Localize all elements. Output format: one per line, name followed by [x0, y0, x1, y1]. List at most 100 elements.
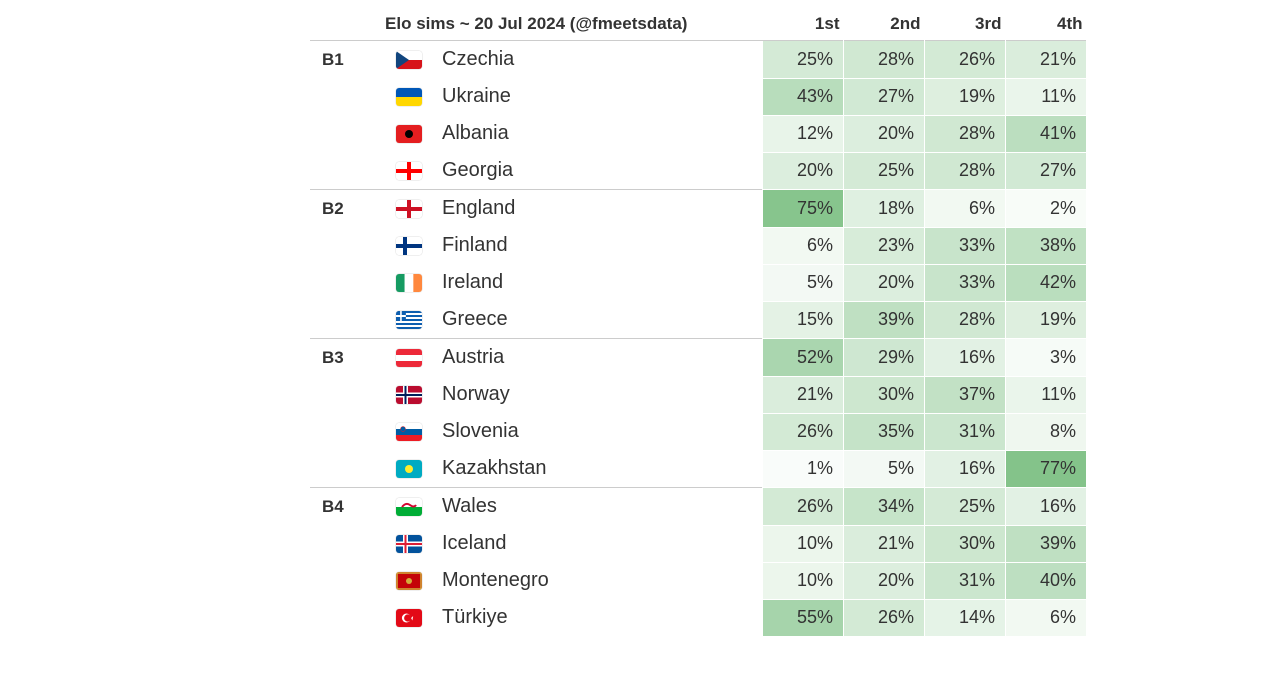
- country-name: Slovenia: [434, 413, 763, 450]
- pct-cell: 25%: [925, 488, 1006, 526]
- country-name: England: [434, 190, 763, 228]
- flag-cell: [384, 115, 434, 152]
- pct-cell: 40%: [1006, 562, 1087, 599]
- country-name: Austria: [434, 339, 763, 377]
- pct-cell: 77%: [1006, 450, 1087, 488]
- group-label: [310, 413, 384, 450]
- pct-cell: 26%: [763, 413, 844, 450]
- pct-cell: 5%: [844, 450, 925, 488]
- pct-cell: 16%: [1006, 488, 1087, 526]
- table-row: B2 England75%18%6%2%: [310, 190, 1087, 228]
- flag-icon: [396, 162, 422, 180]
- table-row: Greece15%39%28%19%: [310, 301, 1087, 339]
- group-label: [310, 115, 384, 152]
- col-header-1st: 1st: [763, 8, 844, 41]
- pct-cell: 30%: [844, 376, 925, 413]
- pct-cell: 33%: [925, 227, 1006, 264]
- table-row: Albania12%20%28%41%: [310, 115, 1087, 152]
- table-row: Slovenia26%35%31%8%: [310, 413, 1087, 450]
- group-label: [310, 264, 384, 301]
- pct-cell: 20%: [844, 562, 925, 599]
- pct-cell: 19%: [925, 78, 1006, 115]
- pct-cell: 3%: [1006, 339, 1087, 377]
- pct-cell: 25%: [763, 41, 844, 79]
- pct-cell: 55%: [763, 599, 844, 636]
- table-row: Montenegro10%20%31%40%: [310, 562, 1087, 599]
- pct-cell: 21%: [1006, 41, 1087, 79]
- col-header-3rd: 3rd: [925, 8, 1006, 41]
- group-label: [310, 450, 384, 488]
- table-row: B4Wales26%34%25%16%: [310, 488, 1087, 526]
- country-name: Norway: [434, 376, 763, 413]
- flag-icon: [396, 609, 422, 627]
- group-label: [310, 78, 384, 115]
- pct-cell: 23%: [844, 227, 925, 264]
- country-name: Iceland: [434, 525, 763, 562]
- country-name: Greece: [434, 301, 763, 339]
- group-label: [310, 599, 384, 636]
- pct-cell: 27%: [1006, 152, 1087, 190]
- col-header-2nd: 2nd: [844, 8, 925, 41]
- pct-cell: 28%: [844, 41, 925, 79]
- pct-cell: 6%: [925, 190, 1006, 228]
- pct-cell: 35%: [844, 413, 925, 450]
- pct-cell: 1%: [763, 450, 844, 488]
- pct-cell: 39%: [844, 301, 925, 339]
- group-label: [310, 152, 384, 190]
- pct-cell: 31%: [925, 413, 1006, 450]
- flag-cell: [384, 339, 434, 377]
- flag-cell: [384, 599, 434, 636]
- header-row: Elo sims ~ 20 Jul 2024 (@fmeetsdata) 1st…: [310, 8, 1087, 41]
- country-name: Montenegro: [434, 562, 763, 599]
- pct-cell: 42%: [1006, 264, 1087, 301]
- flag-icon: [396, 51, 422, 69]
- pct-cell: 21%: [763, 376, 844, 413]
- pct-cell: 20%: [844, 115, 925, 152]
- pct-cell: 26%: [844, 599, 925, 636]
- pct-cell: 43%: [763, 78, 844, 115]
- country-name: Georgia: [434, 152, 763, 190]
- table-row: B1Czechia25%28%26%21%: [310, 41, 1087, 79]
- pct-cell: 2%: [1006, 190, 1087, 228]
- flag-icon: [396, 237, 422, 255]
- pct-cell: 20%: [763, 152, 844, 190]
- country-name: Wales: [434, 488, 763, 526]
- pct-cell: 6%: [1006, 599, 1087, 636]
- pct-cell: 27%: [844, 78, 925, 115]
- pct-cell: 18%: [844, 190, 925, 228]
- pct-cell: 41%: [1006, 115, 1087, 152]
- pct-cell: 26%: [763, 488, 844, 526]
- pct-cell: 38%: [1006, 227, 1087, 264]
- flag-icon: [396, 349, 422, 367]
- pct-cell: 11%: [1006, 376, 1087, 413]
- flag-cell: [384, 488, 434, 526]
- flag-cell: [384, 450, 434, 488]
- pct-cell: 26%: [925, 41, 1006, 79]
- flag-cell: [384, 152, 434, 190]
- country-name: Albania: [434, 115, 763, 152]
- country-name: Finland: [434, 227, 763, 264]
- pct-cell: 30%: [925, 525, 1006, 562]
- flag-cell: [384, 264, 434, 301]
- group-label: [310, 562, 384, 599]
- pct-cell: 39%: [1006, 525, 1087, 562]
- table-row: Ireland5%20%33%42%: [310, 264, 1087, 301]
- group-label: B2: [310, 190, 384, 228]
- flag-icon: [396, 460, 422, 478]
- pct-cell: 10%: [763, 562, 844, 599]
- table-row: Georgia20%25%28%27%: [310, 152, 1087, 190]
- pct-cell: 21%: [844, 525, 925, 562]
- flag-icon: [396, 88, 422, 106]
- pct-cell: 14%: [925, 599, 1006, 636]
- group-label: B4: [310, 488, 384, 526]
- pct-cell: 6%: [763, 227, 844, 264]
- pct-cell: 75%: [763, 190, 844, 228]
- flag-cell: [384, 376, 434, 413]
- pct-cell: 37%: [925, 376, 1006, 413]
- flag-cell: [384, 227, 434, 264]
- flag-cell: [384, 78, 434, 115]
- pct-cell: 31%: [925, 562, 1006, 599]
- pct-cell: 10%: [763, 525, 844, 562]
- flag-cell: [384, 41, 434, 79]
- table-title: Elo sims ~ 20 Jul 2024 (@fmeetsdata): [310, 8, 763, 41]
